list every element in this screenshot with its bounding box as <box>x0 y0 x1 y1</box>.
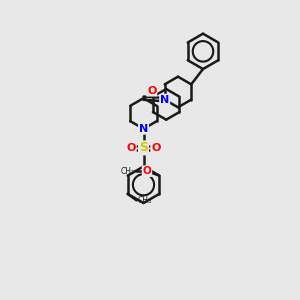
Text: CH₃: CH₃ <box>121 167 135 176</box>
Text: O: O <box>147 86 156 96</box>
Text: O: O <box>151 143 160 153</box>
Text: O: O <box>126 143 136 153</box>
Text: N: N <box>139 124 148 134</box>
Text: O: O <box>142 166 151 176</box>
Text: N: N <box>160 94 169 105</box>
Text: S: S <box>139 141 148 154</box>
Text: CH₃: CH₃ <box>138 196 152 205</box>
Text: methoxy: methoxy <box>129 171 135 172</box>
